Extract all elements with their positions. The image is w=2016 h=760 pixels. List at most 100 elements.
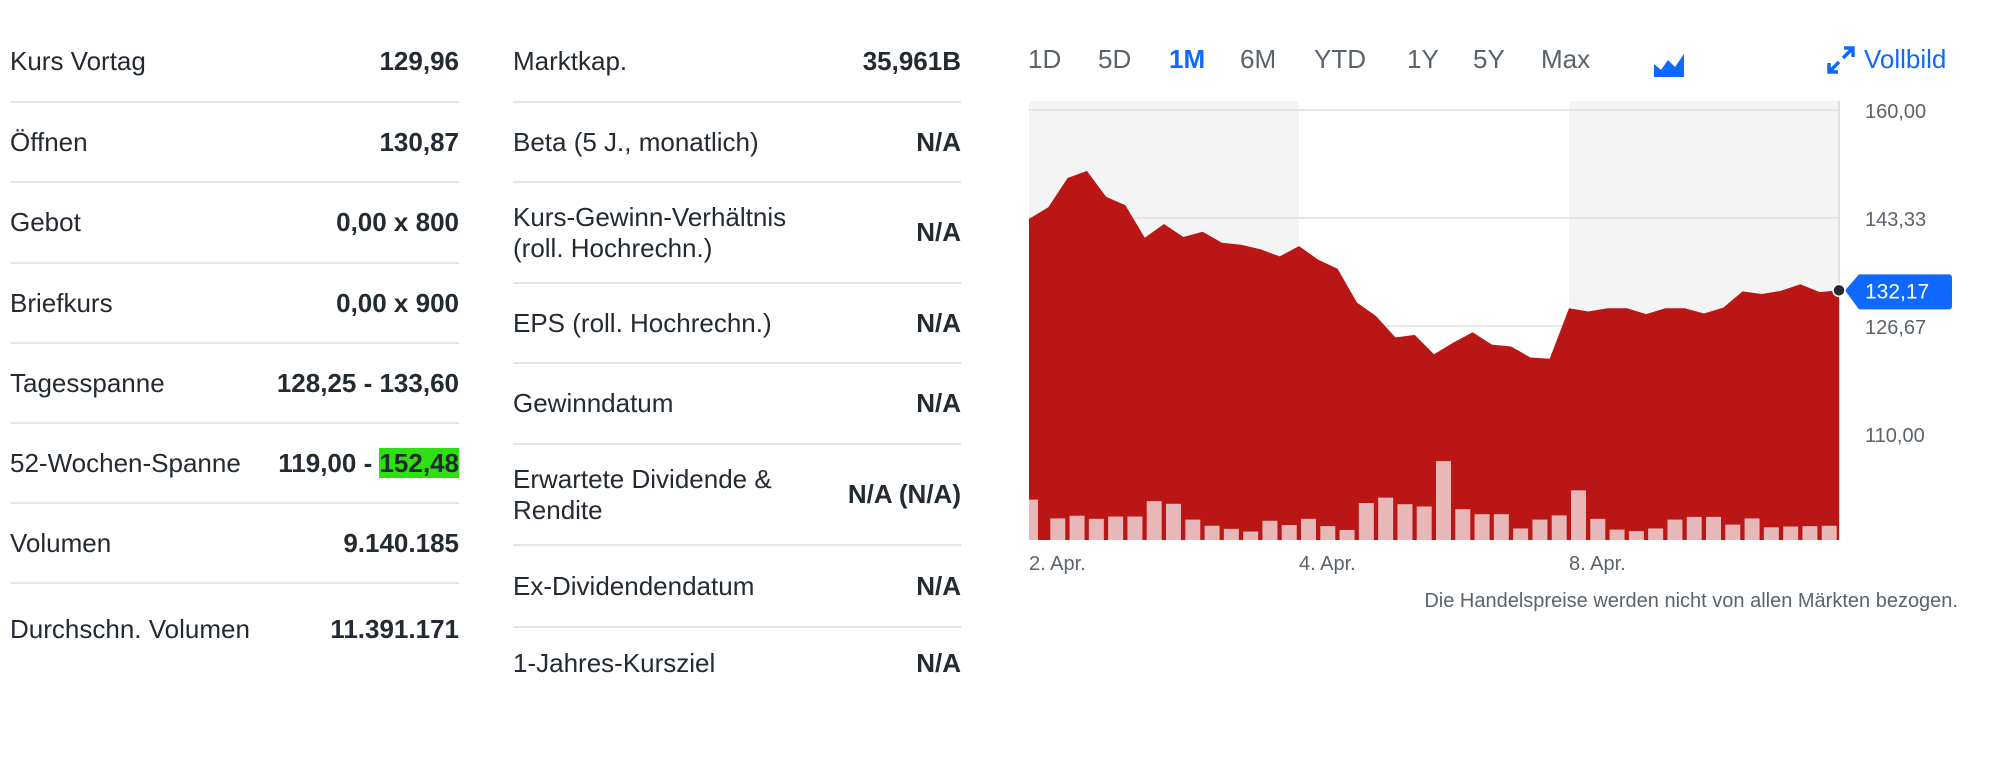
stat-row: Durchschn. Volumen 11.391.171	[10, 584, 459, 674]
volume-bar	[1744, 518, 1760, 540]
x-tick-label: 4. Apr.	[1299, 553, 1356, 575]
volume-bar	[1127, 516, 1143, 540]
stat-row: Kurs Vortag 129,96	[10, 22, 459, 103]
stat-label: EPS (roll. Hochrechn.)	[513, 307, 772, 338]
volume-bar	[1686, 516, 1702, 540]
period-1y[interactable]: 1Y	[1407, 44, 1439, 74]
stat-label: Kurs Vortag	[10, 46, 146, 76]
period-5y[interactable]: 5Y	[1473, 44, 1505, 74]
period-1m[interactable]: 1M	[1169, 44, 1206, 74]
stat-value: N/A	[916, 126, 961, 157]
y-tick-label: 143,33	[1865, 209, 1926, 231]
volume-bar	[1050, 518, 1066, 540]
stat-row: Öffnen 130,87	[10, 103, 459, 183]
y-tick-label: 110,00	[1865, 425, 1925, 447]
stat-label: Marktkap.	[513, 46, 628, 76]
x-tick-label: 8. Apr.	[1569, 553, 1626, 575]
volume-bar	[1802, 526, 1818, 540]
stat-row: Beta (5 J., monatlich) N/A	[513, 103, 961, 183]
stat-value: N/A	[916, 388, 961, 418]
summary-table-left: Kurs Vortag 129,96 Öffnen 130,87 Gebot 0,00 x…	[10, 22, 459, 674]
stat-label: Ex-Dividendendatum	[513, 570, 755, 601]
stat-row: EPS (roll. Hochrechn.) N/A	[513, 284, 961, 364]
stat-row: Gewinndatum N/A	[513, 364, 961, 445]
period-ytd[interactable]: YTD	[1314, 44, 1366, 74]
volume-bar	[1590, 518, 1606, 540]
stat-label: Erwartete Dividende & Rendite	[513, 463, 772, 525]
stat-label: Gebot	[10, 207, 81, 237]
stat-value: 11.391.171	[330, 613, 459, 644]
volume-bar	[1223, 528, 1239, 540]
expand-arrows-icon	[1827, 45, 1855, 74]
chart-type-icon[interactable]	[1653, 50, 1685, 78]
volume-bar	[1358, 503, 1374, 540]
stat-value: N/A (N/A)	[847, 479, 961, 509]
stat-value: 119,00 - 152,48	[278, 447, 459, 479]
volume-bar	[1166, 503, 1181, 540]
volume-bar	[1609, 529, 1625, 540]
volume-bar	[1339, 529, 1355, 540]
volume-bar	[1648, 528, 1664, 540]
current-price-badge	[1845, 274, 1952, 310]
stat-value: 130,87	[379, 126, 459, 157]
volume-bar	[1783, 526, 1799, 540]
stat-label: Durchschn. Volumen	[10, 613, 250, 644]
price-area	[1029, 170, 1839, 540]
volume-bar	[1281, 524, 1297, 540]
volume-bar	[1763, 527, 1779, 540]
period-5d[interactable]: 5D	[1098, 44, 1132, 74]
period-6m[interactable]: 6M	[1240, 44, 1277, 74]
stat-row: 1-Jahres-Kursziel N/A	[513, 628, 961, 698]
stat-row: 52-Wochen-Spanne 119,00 - 152,48	[10, 424, 459, 504]
volume-bar	[1262, 520, 1278, 540]
current-price-label: 132,17	[1865, 280, 1929, 303]
stat-value: N/A	[916, 570, 961, 601]
range-low: 119,00 -	[278, 447, 380, 478]
volume-bar	[1069, 515, 1085, 540]
volume-bar	[1513, 528, 1529, 540]
volume-bar	[1185, 519, 1201, 540]
stat-value: 35,961B	[862, 46, 961, 76]
volume-bar	[1725, 524, 1741, 540]
fullscreen-button[interactable]: Vollbild	[1826, 44, 1946, 75]
volume-bar	[1108, 516, 1124, 540]
range-high-highlighted: 152,48	[379, 447, 459, 478]
volume-bar	[1416, 506, 1432, 540]
volume-bar	[1455, 509, 1471, 540]
volume-bar	[1088, 518, 1104, 540]
summary-table-right: Marktkap. 35,961B Beta (5 J., monatlich) N/…	[513, 22, 961, 698]
stat-label: Briefkurs	[10, 287, 113, 318]
stat-row: Briefkurs 0,00 x 900	[10, 264, 459, 344]
volume-bar	[1436, 461, 1451, 540]
stat-row: Volumen 9.140.185	[10, 504, 459, 584]
volume-bar	[1320, 526, 1336, 540]
x-tick-label: 2. Apr.	[1029, 553, 1086, 575]
period-max[interactable]: Max	[1541, 44, 1591, 74]
stat-label: Beta (5 J., monatlich)	[513, 126, 759, 157]
stat-row: Kurs-Gewinn-Verhältnis (roll. Hochrechn.…	[513, 183, 961, 284]
stat-value: 128,25 - 133,60	[276, 367, 459, 398]
period-1d[interactable]: 1D	[1028, 44, 1062, 74]
volume-bar	[1628, 531, 1644, 540]
volume-bar	[1029, 499, 1038, 540]
stat-label: Volumen	[10, 527, 112, 558]
volume-bar	[1243, 531, 1259, 540]
market-data-note: Die Handelspreise werden nicht von allen…	[1424, 590, 1958, 612]
volume-bar	[1551, 515, 1567, 540]
volume-bar	[1667, 519, 1683, 540]
current-price-dot	[1832, 283, 1846, 298]
stat-label: Öffnen	[10, 126, 88, 157]
volume-bar	[1474, 514, 1490, 540]
volume-bar	[1301, 518, 1316, 540]
volume-bar	[1821, 525, 1837, 540]
stat-row: Marktkap. 35,961B	[513, 22, 961, 103]
volume-bar	[1532, 519, 1548, 540]
volume-bar	[1204, 525, 1220, 540]
stat-row: Gebot 0,00 x 800	[10, 183, 459, 264]
stat-value: 9.140.185	[343, 527, 459, 558]
volume-bar	[1378, 497, 1394, 540]
stat-value: N/A	[916, 307, 961, 338]
volume-bar	[1571, 490, 1586, 540]
stat-value: 129,96	[379, 46, 459, 76]
